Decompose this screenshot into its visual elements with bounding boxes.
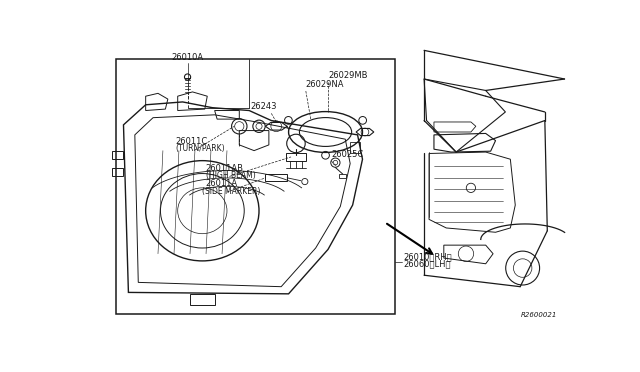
Text: (TURN/PARK): (TURN/PARK) <box>175 144 225 154</box>
Text: 26029MB: 26029MB <box>328 71 367 80</box>
Text: (SIDE MARKER): (SIDE MARKER) <box>202 187 260 196</box>
Text: 26011A: 26011A <box>206 179 238 189</box>
Text: 26025C: 26025C <box>332 150 364 159</box>
Text: 26010〈RH〉: 26010〈RH〉 <box>403 252 452 261</box>
Text: (HIGH BEAM): (HIGH BEAM) <box>206 171 255 180</box>
Text: R2600021: R2600021 <box>521 312 557 318</box>
Text: 26011AB: 26011AB <box>206 164 244 173</box>
Text: 26010A: 26010A <box>172 53 204 62</box>
Text: 26243: 26243 <box>251 102 277 110</box>
Text: 26060〈LH〉: 26060〈LH〉 <box>403 259 451 268</box>
Text: 26011C: 26011C <box>175 137 207 146</box>
Text: 26029NA: 26029NA <box>306 80 344 89</box>
